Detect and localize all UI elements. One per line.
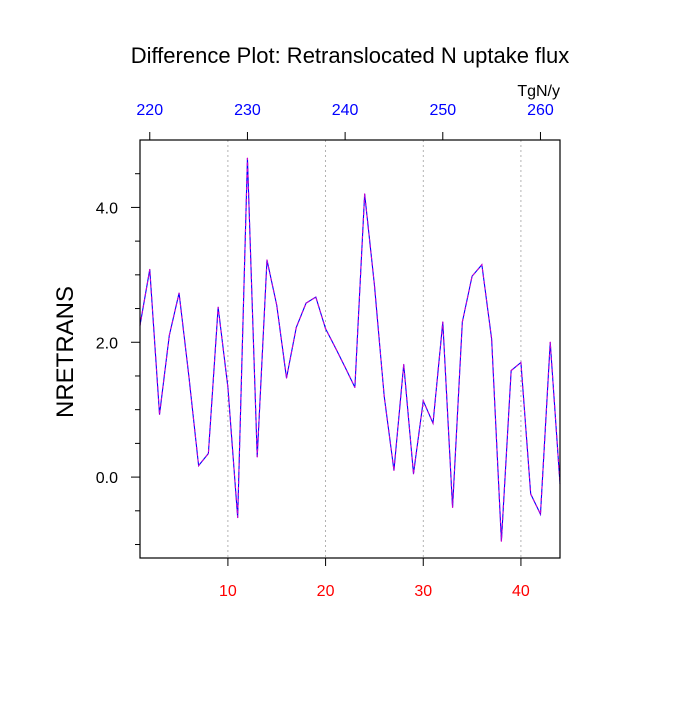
data-point	[334, 347, 336, 349]
data-point	[276, 304, 278, 306]
data-point	[217, 306, 219, 308]
data-point	[461, 321, 463, 323]
data-point	[266, 259, 268, 261]
data-point	[256, 456, 258, 458]
data-point	[539, 513, 542, 515]
units-label: TgN/y	[517, 83, 560, 100]
data-point	[324, 328, 327, 330]
top-tick-label: 220	[136, 102, 163, 119]
data-point	[178, 292, 180, 294]
data-point	[158, 413, 161, 415]
series-line	[139, 158, 561, 542]
data-point	[500, 540, 502, 542]
chart-title: Difference Plot: Retranslocated N uptake…	[131, 43, 570, 68]
data-point	[305, 302, 307, 304]
top-tick-label: 240	[332, 102, 359, 119]
data-point	[412, 473, 415, 475]
data-point	[227, 386, 229, 389]
data-point	[344, 366, 346, 368]
data-point	[383, 395, 385, 397]
data-point	[471, 275, 473, 277]
data-point	[237, 516, 239, 519]
data-point	[198, 465, 200, 467]
data-point	[442, 321, 444, 323]
data-point	[315, 296, 317, 298]
x-tick-label: 30	[414, 583, 432, 600]
data-point	[481, 264, 483, 266]
data-point	[510, 369, 512, 372]
top-tick-label: 230	[234, 102, 261, 119]
data-point	[393, 469, 395, 471]
data-point	[364, 193, 366, 195]
data-point	[354, 386, 356, 389]
y-tick-label: 0.0	[96, 470, 118, 487]
series-layer	[139, 157, 561, 542]
data-point	[188, 375, 190, 377]
data-point	[530, 493, 532, 495]
y-tick-label: 4.0	[96, 200, 118, 217]
series-line-overlay	[139, 158, 561, 542]
x-tick-label: 20	[317, 583, 335, 600]
x-tick-label: 10	[219, 583, 237, 600]
data-point	[403, 363, 405, 366]
data-point	[491, 338, 493, 340]
data-point	[432, 422, 434, 424]
top-tick-label: 260	[527, 102, 554, 119]
plot-frame	[139, 139, 561, 559]
data-point	[520, 361, 522, 364]
data-point	[373, 284, 376, 286]
data-point	[422, 400, 424, 402]
grid-layer	[227, 140, 522, 558]
x-tick-label: 40	[512, 583, 530, 600]
data-point	[549, 341, 551, 343]
y-axis-label: NRETRANS	[52, 286, 79, 418]
data-point	[295, 326, 297, 329]
data-point	[149, 268, 151, 271]
axes-layer: 10 20 30 40 220 230 240 250 260 0.0 2.0 4.0	[96, 102, 554, 600]
data-point	[168, 334, 170, 337]
y-tick-label: 2.0	[96, 335, 118, 352]
data-point	[246, 157, 249, 159]
data-point	[451, 506, 454, 509]
top-tick-label: 250	[429, 102, 456, 119]
data-point	[285, 377, 288, 379]
data-point	[207, 452, 209, 455]
